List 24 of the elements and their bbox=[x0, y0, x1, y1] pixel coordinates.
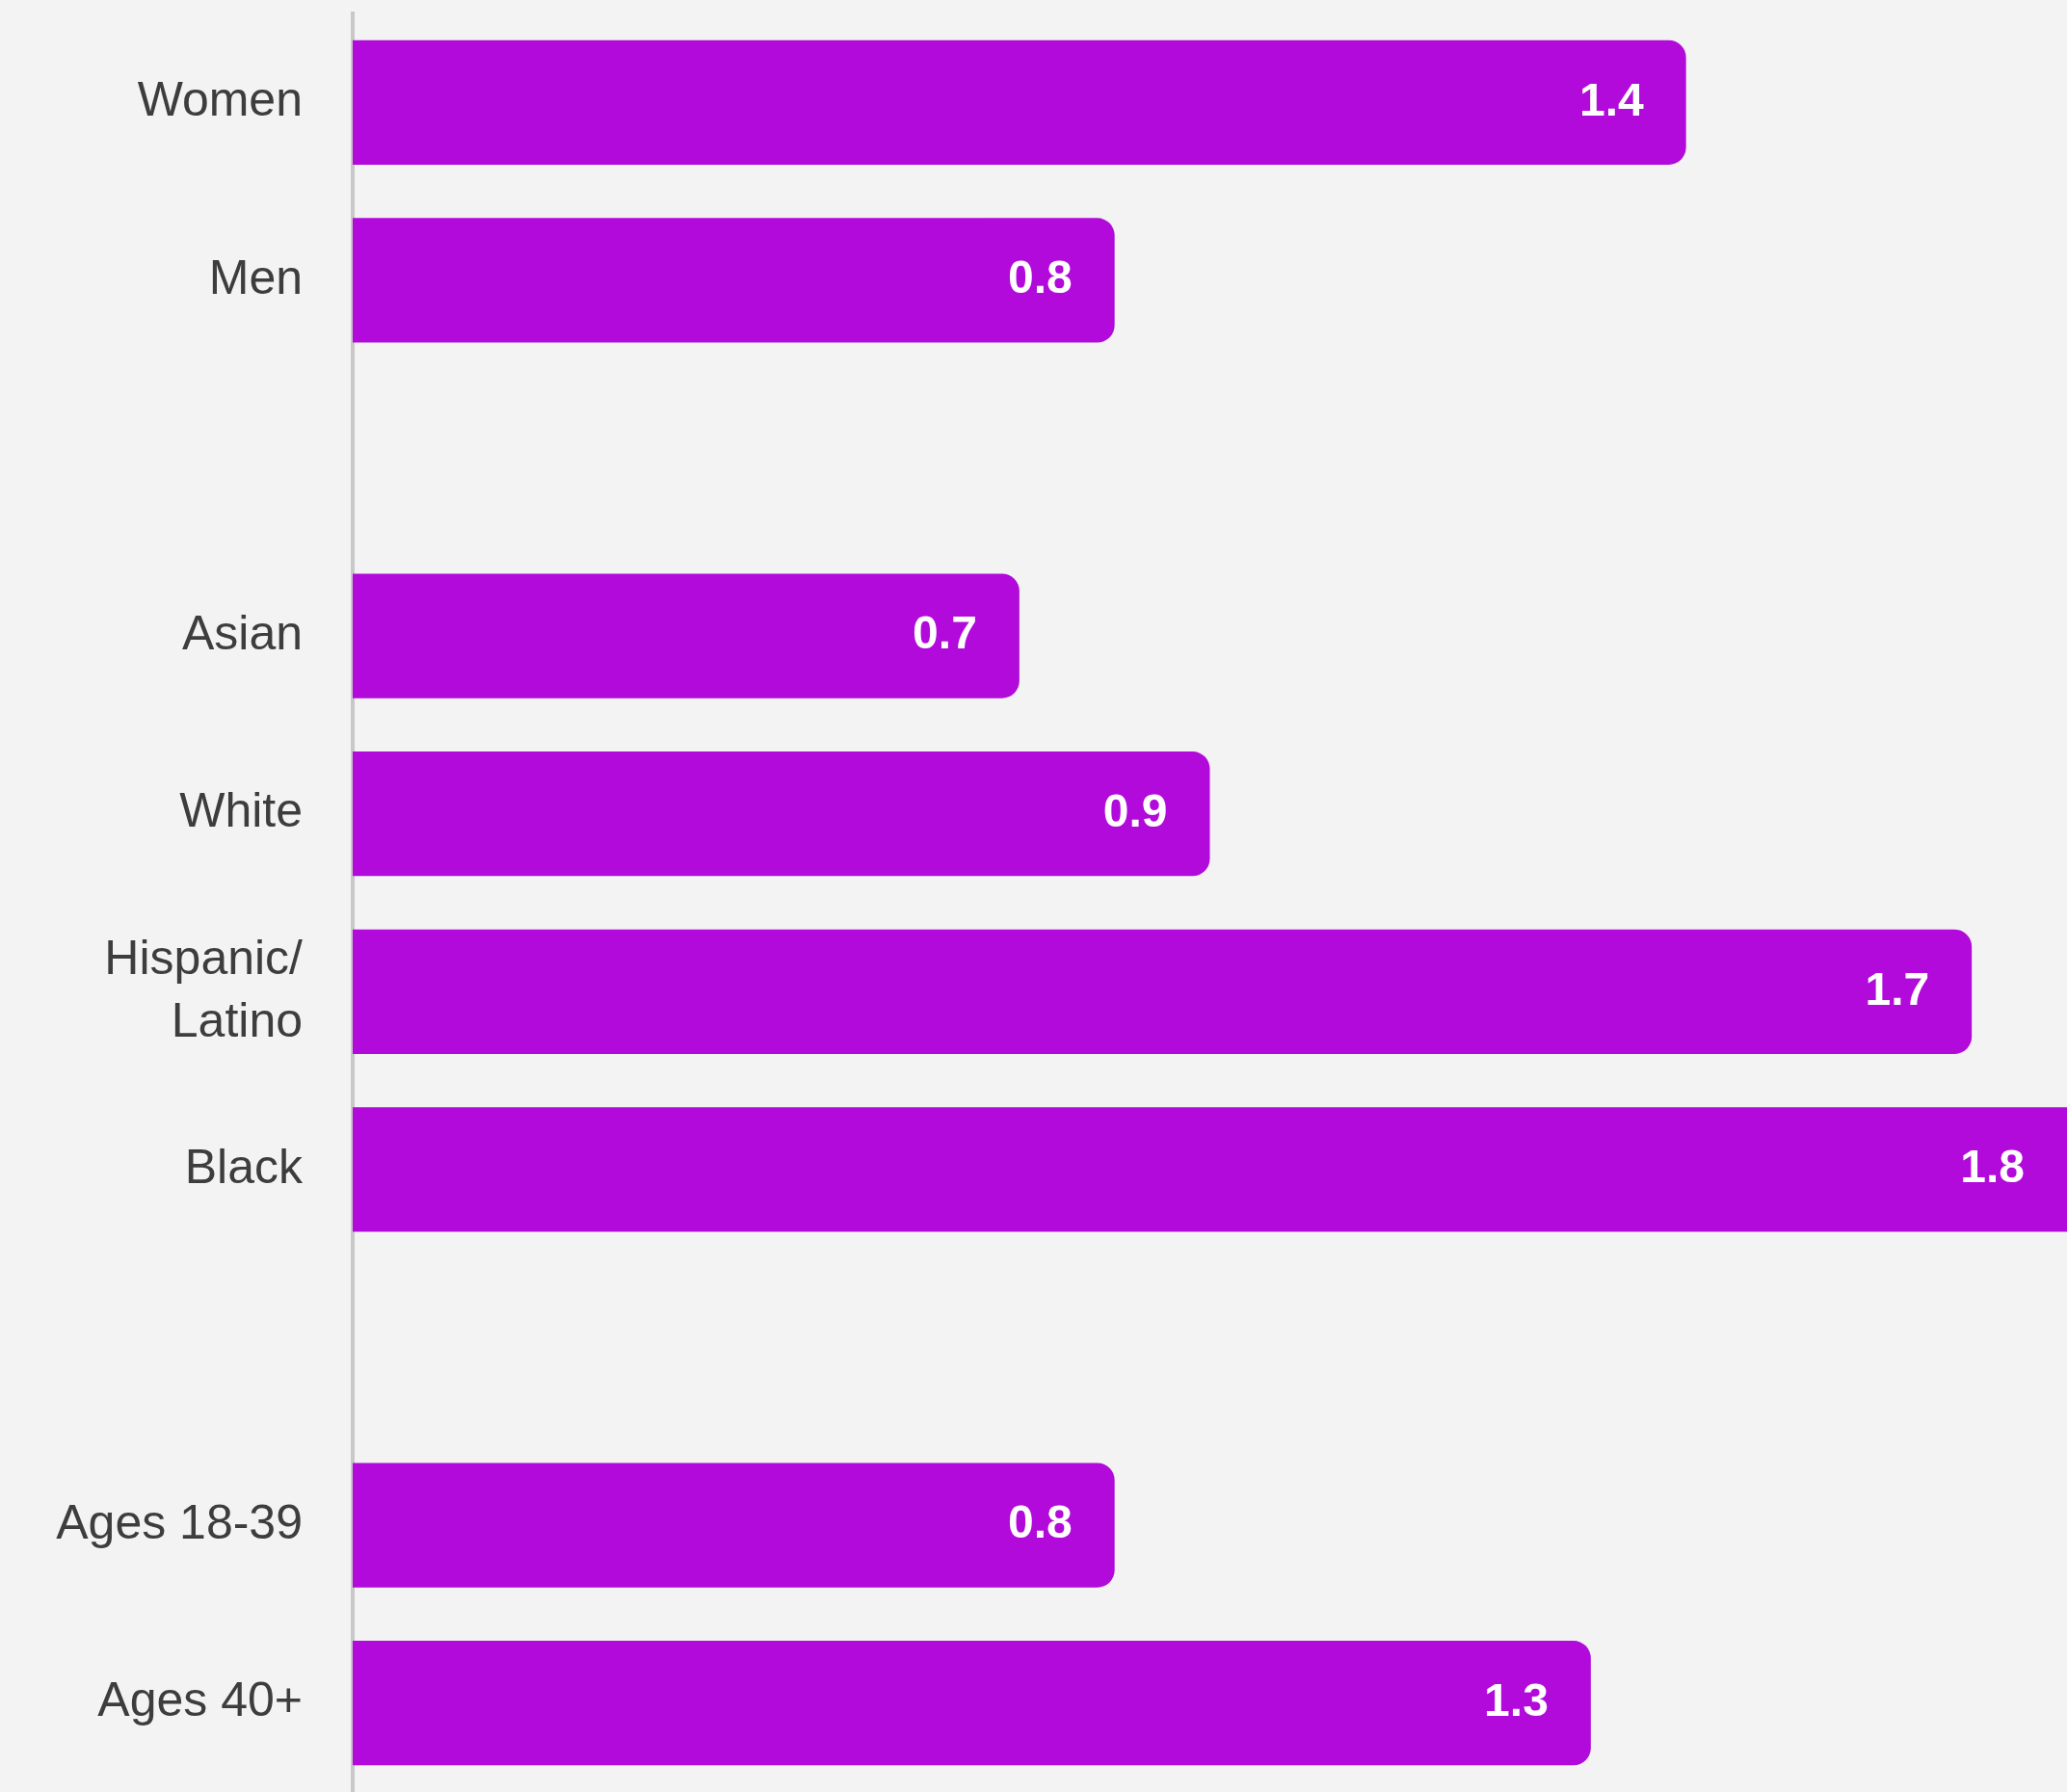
bar bbox=[353, 1463, 1115, 1588]
y-tick-label: White bbox=[179, 783, 303, 838]
bar bbox=[353, 1641, 1591, 1766]
data-label: 0.7 bbox=[913, 607, 977, 659]
data-label: 1.3 bbox=[1484, 1673, 1549, 1726]
data-label: 1.4 bbox=[1578, 73, 1644, 125]
bar bbox=[353, 573, 1020, 698]
data-label: 1.7 bbox=[1865, 962, 1930, 1015]
data-label: 1.8 bbox=[1960, 1141, 2025, 1193]
data-label: 0.8 bbox=[1007, 1496, 1073, 1548]
y-tick-label: Ages 18-39 bbox=[56, 1494, 303, 1549]
y-tick-label: Men bbox=[208, 250, 303, 304]
y-tick-label: Hispanic/Latino bbox=[104, 930, 304, 1047]
bar bbox=[353, 751, 1210, 877]
y-tick-label: Black bbox=[184, 1139, 304, 1194]
bar bbox=[353, 929, 1973, 1054]
bar bbox=[353, 218, 1115, 343]
bar bbox=[353, 1107, 2067, 1232]
bar bbox=[353, 40, 1686, 165]
y-tick-label: Women bbox=[137, 72, 303, 127]
y-tick-label: Asian bbox=[181, 605, 303, 660]
data-label: 0.8 bbox=[1007, 251, 1073, 303]
data-label: 0.9 bbox=[1102, 784, 1168, 836]
y-tick-label: Ages 40+ bbox=[97, 1673, 303, 1727]
